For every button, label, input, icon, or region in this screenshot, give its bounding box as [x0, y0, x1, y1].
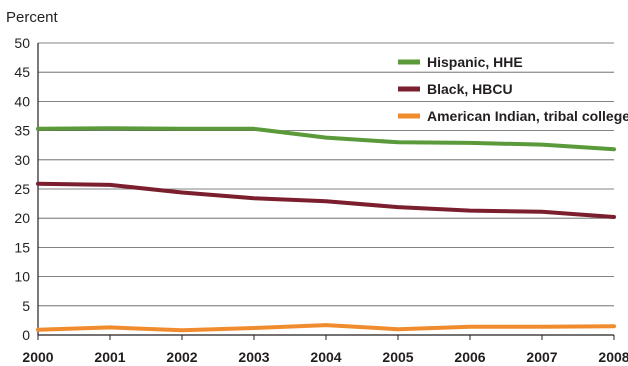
x-tick-label: 2004 [310, 349, 341, 365]
y-axis-label: Percent [6, 9, 59, 26]
y-tick-labels: 0 5 10 15 20 25 30 35 40 45 50 [14, 35, 30, 343]
x-tick-label: 2001 [94, 349, 125, 365]
y-tick-label: 0 [22, 327, 30, 343]
y-tick-label: 30 [14, 152, 30, 168]
series-line-black-hbcu [36, 181, 616, 219]
y-tick-label: 5 [22, 298, 30, 314]
y-tick-label: 25 [14, 181, 30, 197]
legend-label-black-hbcu: Black, HBCU [427, 81, 513, 97]
y-tick-label: 20 [14, 210, 30, 226]
x-tick-label: 2007 [526, 349, 557, 365]
series-lines [36, 126, 616, 333]
y-tick-label: 40 [14, 93, 30, 109]
x-tick-label: 2002 [166, 349, 197, 365]
series-line-american-indian-tribal-college [36, 323, 616, 333]
legend-label-hispanic-hhe: Hispanic, HHE [427, 54, 523, 70]
y-tick-label: 50 [14, 35, 30, 51]
y-tick-label: 35 [14, 123, 30, 139]
y-tick-label: 15 [14, 239, 30, 255]
x-tick-label: 2006 [454, 349, 485, 365]
x-tick-label: 2005 [382, 349, 413, 365]
x-tick-labels: 2000 2001 2002 2003 2004 2005 2006 2007 2008 [22, 335, 628, 365]
x-tick-label: 2003 [238, 349, 269, 365]
y-tick-label: 10 [14, 269, 30, 285]
gridlines [37, 42, 614, 336]
x-tick-label: 2008 [598, 349, 628, 365]
x-tick-label: 2000 [22, 349, 53, 365]
legend: Hispanic, HHE Black, HBCU American Indian,… [398, 54, 628, 124]
series-line-hispanic-hhe [36, 126, 616, 152]
legend-label-american-indian-tribal-college: American Indian, tribal college [427, 108, 628, 124]
y-tick-label: 45 [14, 64, 30, 80]
